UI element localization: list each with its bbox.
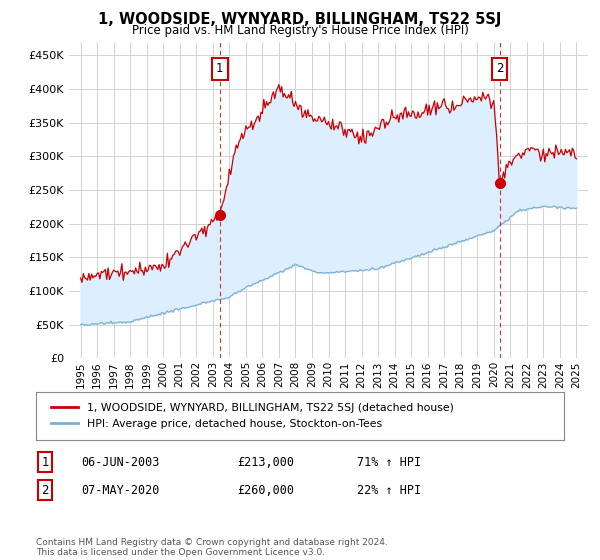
Text: £213,000: £213,000 bbox=[237, 455, 294, 469]
Text: 1: 1 bbox=[216, 62, 224, 76]
Text: 06-JUN-2003: 06-JUN-2003 bbox=[81, 455, 160, 469]
Text: 22% ↑ HPI: 22% ↑ HPI bbox=[357, 483, 421, 497]
Text: 71% ↑ HPI: 71% ↑ HPI bbox=[357, 455, 421, 469]
Legend: 1, WOODSIDE, WYNYARD, BILLINGHAM, TS22 5SJ (detached house), HPI: Average price,: 1, WOODSIDE, WYNYARD, BILLINGHAM, TS22 5… bbox=[47, 399, 458, 433]
Text: 2: 2 bbox=[41, 483, 49, 497]
Text: Price paid vs. HM Land Registry's House Price Index (HPI): Price paid vs. HM Land Registry's House … bbox=[131, 24, 469, 36]
Text: 1: 1 bbox=[41, 455, 49, 469]
Text: £260,000: £260,000 bbox=[237, 483, 294, 497]
Text: 1, WOODSIDE, WYNYARD, BILLINGHAM, TS22 5SJ: 1, WOODSIDE, WYNYARD, BILLINGHAM, TS22 5… bbox=[98, 12, 502, 27]
Text: 07-MAY-2020: 07-MAY-2020 bbox=[81, 483, 160, 497]
Text: Contains HM Land Registry data © Crown copyright and database right 2024.
This d: Contains HM Land Registry data © Crown c… bbox=[36, 538, 388, 557]
Text: 2: 2 bbox=[496, 62, 503, 76]
